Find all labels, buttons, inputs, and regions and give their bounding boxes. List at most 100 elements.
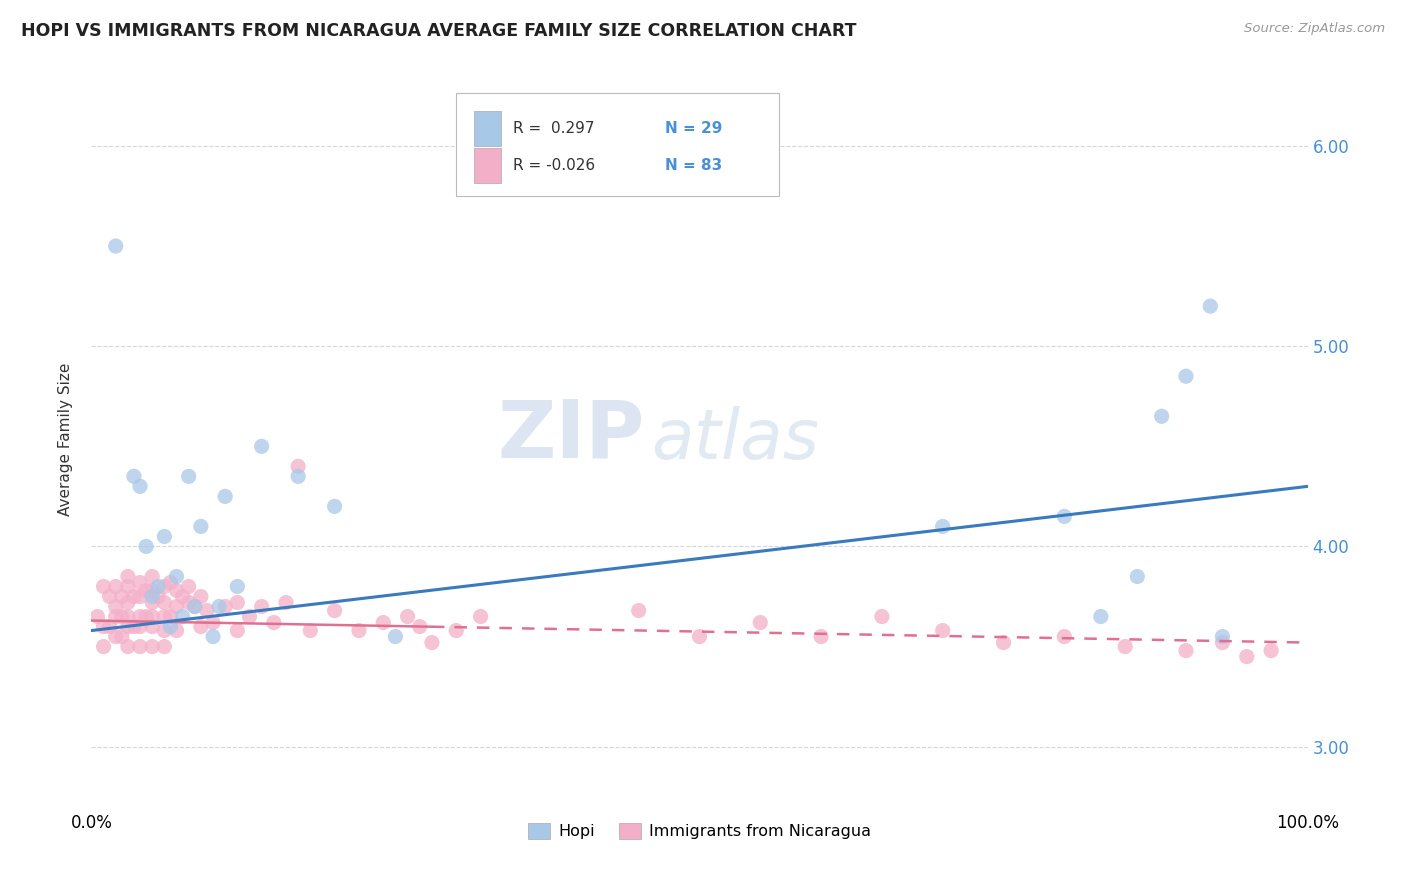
- Point: [202, 615, 225, 630]
- Point: [1175, 643, 1198, 657]
- Point: [159, 575, 181, 590]
- Point: [470, 609, 492, 624]
- Point: [323, 500, 346, 514]
- Point: [190, 519, 212, 533]
- Point: [810, 630, 832, 644]
- Text: atlas: atlas: [651, 406, 818, 473]
- Point: [129, 640, 152, 654]
- Point: [93, 580, 115, 594]
- Point: [1199, 299, 1222, 313]
- Text: R =  0.297: R = 0.297: [513, 121, 595, 136]
- Point: [172, 609, 194, 624]
- Point: [172, 590, 194, 604]
- Point: [1260, 643, 1282, 657]
- Point: [104, 609, 127, 624]
- Point: [870, 609, 893, 624]
- Point: [214, 489, 236, 503]
- Point: [1150, 409, 1173, 424]
- Point: [250, 599, 273, 614]
- Point: [111, 609, 134, 624]
- Point: [122, 469, 145, 483]
- Point: [148, 580, 170, 594]
- Point: [153, 624, 176, 638]
- Point: [159, 619, 181, 633]
- Point: [1236, 649, 1258, 664]
- Point: [141, 640, 163, 654]
- Point: [226, 595, 249, 609]
- Point: [250, 439, 273, 453]
- Point: [129, 609, 152, 624]
- Text: N = 83: N = 83: [665, 158, 723, 173]
- Point: [98, 590, 121, 604]
- Point: [384, 630, 406, 644]
- Point: [420, 635, 443, 649]
- Point: [993, 635, 1015, 649]
- Text: N = 29: N = 29: [665, 121, 723, 136]
- FancyBboxPatch shape: [474, 148, 502, 183]
- Point: [274, 595, 297, 609]
- Point: [177, 595, 200, 609]
- Point: [122, 590, 145, 604]
- Point: [299, 624, 322, 638]
- Point: [190, 619, 212, 633]
- Point: [627, 603, 650, 617]
- Point: [931, 624, 953, 638]
- Point: [1211, 630, 1233, 644]
- Point: [1114, 640, 1136, 654]
- Point: [287, 459, 309, 474]
- Point: [226, 580, 249, 594]
- FancyBboxPatch shape: [474, 112, 502, 146]
- Point: [117, 595, 139, 609]
- Text: ZIP: ZIP: [498, 397, 645, 475]
- Point: [373, 615, 395, 630]
- Point: [177, 469, 200, 483]
- Point: [287, 469, 309, 483]
- Point: [190, 590, 212, 604]
- Point: [184, 599, 207, 614]
- Point: [1126, 569, 1149, 583]
- Point: [93, 619, 115, 633]
- Point: [117, 640, 139, 654]
- Point: [117, 580, 139, 594]
- Point: [347, 624, 370, 638]
- Point: [166, 583, 188, 598]
- Point: [141, 609, 163, 624]
- Point: [129, 619, 152, 633]
- Point: [444, 624, 467, 638]
- Legend: Hopi, Immigrants from Nicaragua: Hopi, Immigrants from Nicaragua: [522, 816, 877, 846]
- Point: [1211, 635, 1233, 649]
- Point: [184, 599, 207, 614]
- Point: [148, 590, 170, 604]
- Point: [166, 599, 188, 614]
- Point: [129, 575, 152, 590]
- Point: [409, 619, 432, 633]
- Point: [238, 609, 260, 624]
- Point: [141, 619, 163, 633]
- Point: [1053, 509, 1076, 524]
- Point: [117, 609, 139, 624]
- FancyBboxPatch shape: [456, 93, 779, 195]
- Point: [166, 624, 188, 638]
- Point: [141, 595, 163, 609]
- Point: [93, 640, 115, 654]
- Point: [135, 609, 157, 624]
- Point: [1053, 630, 1076, 644]
- Point: [177, 580, 200, 594]
- Point: [214, 599, 236, 614]
- Point: [141, 569, 163, 583]
- Point: [226, 624, 249, 638]
- Point: [104, 630, 127, 644]
- Point: [141, 583, 163, 598]
- Point: [117, 619, 139, 633]
- Point: [117, 569, 139, 583]
- Point: [111, 590, 134, 604]
- Point: [153, 529, 176, 543]
- Text: HOPI VS IMMIGRANTS FROM NICARAGUA AVERAGE FAMILY SIZE CORRELATION CHART: HOPI VS IMMIGRANTS FROM NICARAGUA AVERAG…: [21, 22, 856, 40]
- Point: [166, 569, 188, 583]
- Point: [931, 519, 953, 533]
- Point: [159, 609, 181, 624]
- Point: [129, 590, 152, 604]
- Point: [688, 630, 710, 644]
- Point: [135, 583, 157, 598]
- Point: [1090, 609, 1112, 624]
